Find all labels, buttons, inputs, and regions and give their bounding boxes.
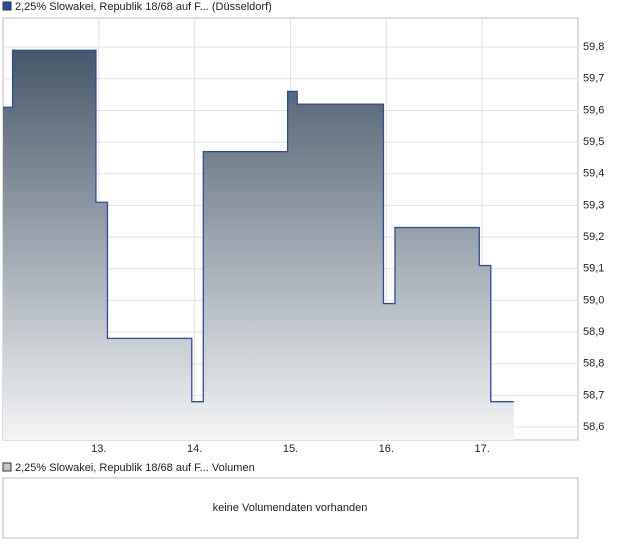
y-tick-label: 58,8 <box>583 358 604 370</box>
y-tick-label: 58,6 <box>583 421 604 433</box>
x-tick-label: 16. <box>379 443 394 455</box>
y-tick-label: 59,6 <box>583 104 604 116</box>
y-tick-label: 59,1 <box>583 263 604 275</box>
y-tick-label: 59,8 <box>583 41 604 53</box>
y-tick-label: 59,3 <box>583 199 604 211</box>
y-tick-label: 58,9 <box>583 326 604 338</box>
volume-panel <box>2 477 579 539</box>
y-tick-label: 59,2 <box>583 231 604 243</box>
y-tick-label: 59,4 <box>583 168 604 180</box>
x-tick-label: 13. <box>91 443 106 455</box>
y-tick-label: 58,7 <box>583 389 604 401</box>
area <box>3 50 514 440</box>
line <box>3 49 514 403</box>
x-tick-label: 15. <box>283 443 298 455</box>
x-tick-label: 17. <box>475 443 490 455</box>
y-tick-label: 59,0 <box>583 294 604 306</box>
no-data-message: keine Volumendaten vorhanden <box>213 502 368 514</box>
legend-swatch <box>2 1 12 11</box>
y-tick-label: 59,7 <box>583 73 604 85</box>
legend-label: 2,25% Slowakei, Republik 18/68 auf F... … <box>15 462 255 474</box>
y-tick-label: 59,5 <box>583 136 604 148</box>
legend-label: 2,25% Slowakei, Republik 18/68 auf F... … <box>15 1 272 13</box>
x-tick-label: 14. <box>187 443 202 455</box>
legend-swatch <box>2 462 12 472</box>
